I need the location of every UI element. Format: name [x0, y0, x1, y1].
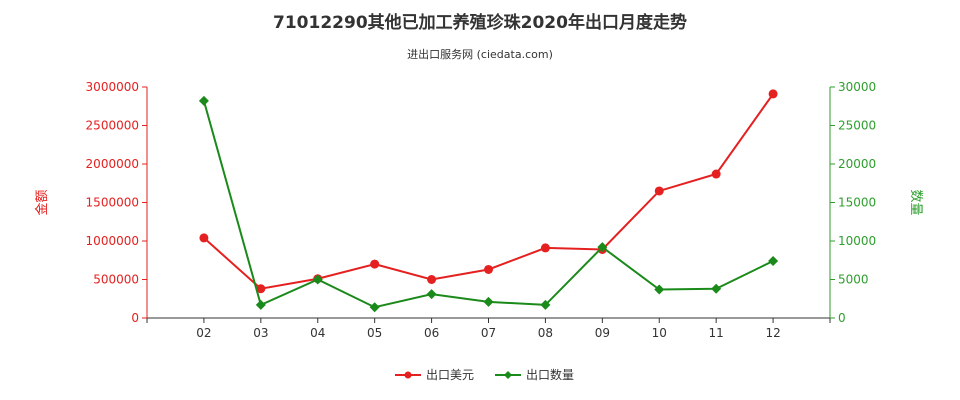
series-1-point — [540, 243, 550, 253]
y-left-tick-label: 3000000 — [86, 80, 139, 94]
series-1-point — [768, 89, 778, 99]
series-1-point — [711, 169, 721, 179]
series-marks — [198, 89, 779, 313]
series-1-point — [256, 284, 266, 294]
series-2-point — [711, 283, 722, 294]
y-left-tick-label: 1500000 — [86, 196, 139, 210]
y-right-tick-label: 10000 — [838, 234, 876, 248]
legend-label: 出口数量 — [526, 367, 574, 382]
series-2-point — [312, 274, 323, 285]
x-tick-label: 05 — [367, 326, 382, 340]
chart-title: 71012290其他已加工养殖珍珠2020年出口月度走势 — [273, 13, 687, 33]
y-right-tick-label: 15000 — [838, 196, 876, 210]
y-left-tick-label: 1000000 — [86, 234, 139, 248]
series-2-point — [483, 296, 494, 307]
series-1-point — [484, 264, 493, 274]
series-2-point — [540, 299, 551, 310]
axes: 02 03 04 05 06 07 08 09 10 11 12 0 500000 1000000 1500… — [34, 80, 923, 340]
legend-label: 出口美元 — [426, 368, 474, 382]
y-left-axis-title: 金额 — [34, 189, 50, 215]
y-left-tick-label: 2000000 — [86, 157, 139, 171]
y-right-tick-label: 20000 — [838, 157, 876, 171]
series-1-point — [199, 233, 209, 243]
series-1-point — [654, 186, 664, 196]
series-line-2 — [202, 100, 774, 309]
series-1-point — [370, 259, 380, 269]
x-tick-label: 03 — [253, 326, 268, 340]
x-tick-label: 09 — [595, 326, 610, 340]
y-right-tick-label: 0 — [838, 311, 846, 325]
legend-swatch-marker — [404, 371, 412, 379]
y-left-tick-label: 2500000 — [86, 119, 139, 133]
series-2-point — [198, 95, 209, 106]
y-right-axis-title: 数量 — [908, 189, 923, 215]
chart-subtitle: 进出口服务网 (ciedata.com) — [407, 48, 553, 61]
legend-item-2: 出口数量 — [495, 367, 574, 382]
x-tick-label: 08 — [538, 326, 553, 340]
x-tick-label: 12 — [765, 326, 780, 340]
legend-swatch-marker — [504, 371, 512, 379]
series-line-1 — [203, 93, 774, 290]
series-2-point — [597, 242, 608, 253]
series-2-point — [768, 256, 779, 267]
y-left-tick-label: 500000 — [93, 273, 139, 287]
x-tick-label: 06 — [424, 326, 439, 340]
x-tick-label: 11 — [709, 326, 724, 340]
legend-item-1: 出口美元 — [395, 368, 474, 382]
x-tick-label: 02 — [196, 326, 211, 340]
series-2-point — [654, 284, 665, 295]
x-tick-label: 10 — [652, 326, 667, 340]
x-tick-label: 04 — [310, 326, 325, 340]
series-2-point — [255, 299, 266, 310]
series-2-point — [369, 302, 380, 313]
y-right-tick-label: 25000 — [838, 119, 876, 133]
y-left-tick-label: 0 — [131, 311, 139, 325]
x-tick-label: 07 — [481, 326, 496, 340]
series-1-point — [427, 275, 437, 284]
y-right-tick-label: 5000 — [838, 273, 869, 287]
y-right-tick-label: 30000 — [838, 80, 876, 94]
series-2-point — [426, 289, 437, 300]
legend: 出口美元 出口数量 — [395, 367, 574, 382]
